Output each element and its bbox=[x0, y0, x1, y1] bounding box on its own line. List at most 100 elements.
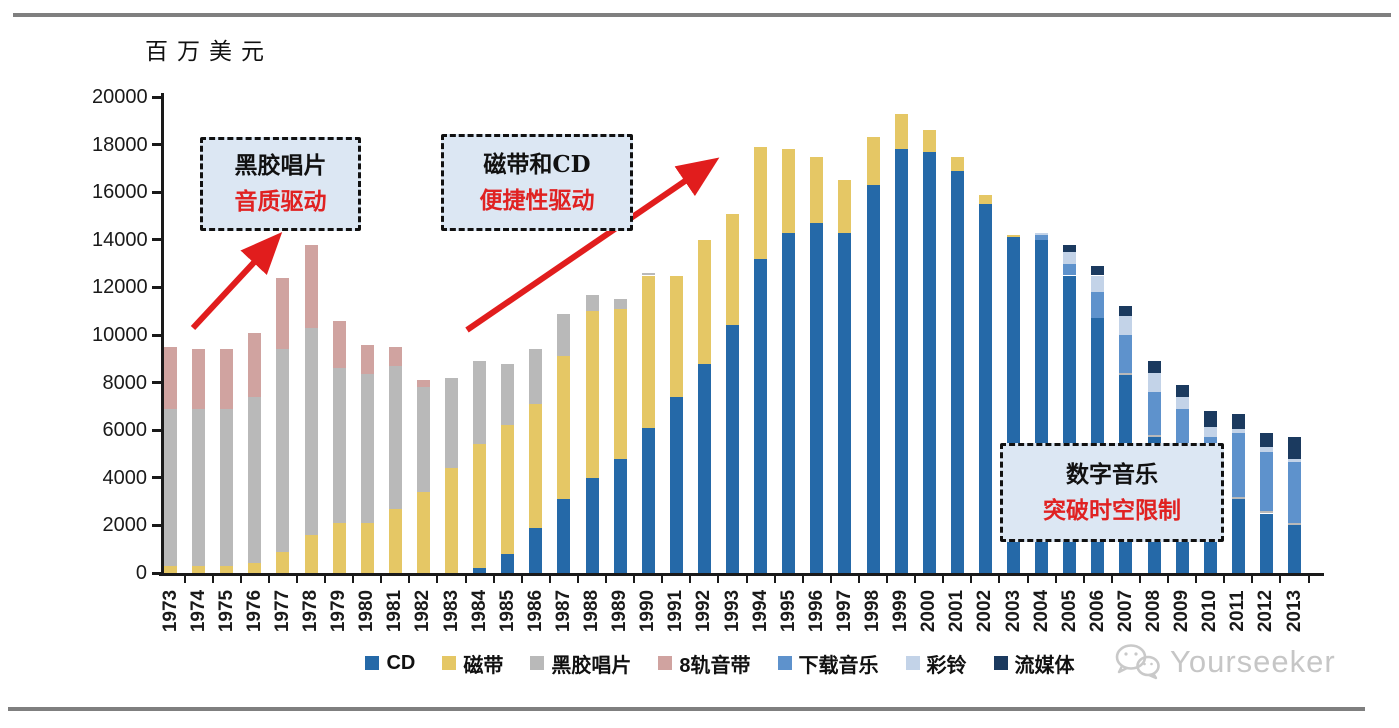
bar-segment-8轨音带 bbox=[304, 244, 318, 328]
x-tick bbox=[324, 576, 327, 583]
bar-segment-磁带 bbox=[445, 468, 458, 573]
bar-segment-磁带 bbox=[697, 239, 711, 364]
x-tick bbox=[661, 576, 664, 583]
bar-segment-磁带 bbox=[304, 534, 318, 573]
bar-segment-CD bbox=[810, 223, 824, 573]
x-tick bbox=[633, 576, 636, 583]
bar-segment-8轨音带 bbox=[164, 346, 177, 409]
bar-segment-CD bbox=[473, 568, 487, 573]
legend-swatch bbox=[530, 656, 545, 670]
bar-segment-彩铃 bbox=[1259, 446, 1273, 452]
x-tick bbox=[1054, 576, 1057, 583]
bar-segment-CD bbox=[978, 204, 992, 573]
bar-segment-磁带 bbox=[192, 565, 206, 573]
x-tick bbox=[295, 576, 298, 583]
bar-segment-CD bbox=[950, 170, 964, 573]
bar-segment-8轨音带 bbox=[416, 380, 430, 388]
bar-segment-CD bbox=[1288, 525, 1301, 573]
annotation-subtitle: 突破时空限制 bbox=[1043, 496, 1181, 524]
y-tick bbox=[152, 571, 161, 575]
x-tick bbox=[1307, 576, 1310, 583]
bar-segment-彩铃 bbox=[1063, 251, 1077, 264]
y-axis-unit-label: 百万美元 bbox=[145, 39, 273, 65]
bar-segment-磁带 bbox=[866, 137, 880, 186]
bar-segment-磁带 bbox=[360, 523, 374, 573]
legend-label: 黑胶唱片 bbox=[551, 654, 632, 677]
bar-segment-CD bbox=[585, 477, 599, 573]
bar-segment-黑胶唱片 bbox=[445, 377, 458, 469]
x-tick bbox=[1026, 576, 1029, 583]
bar-segment-流媒体 bbox=[1091, 265, 1105, 276]
y-tick bbox=[152, 285, 161, 289]
bar-segment-黑胶唱片 bbox=[585, 294, 599, 312]
bar-segment-磁带 bbox=[669, 275, 683, 397]
annotation-subtitle: 音质驱动 bbox=[234, 188, 327, 215]
legend-swatch bbox=[905, 656, 920, 670]
legend-label: 流媒体 bbox=[1014, 654, 1075, 677]
x-tick bbox=[1138, 576, 1141, 583]
bar-segment-磁带 bbox=[782, 149, 796, 233]
bar-segment-下载音乐 bbox=[1231, 432, 1245, 497]
bar-segment-下载音乐 bbox=[1147, 392, 1161, 435]
bar-segment-黑胶唱片 bbox=[416, 387, 430, 493]
y-tick-label: 4000 bbox=[102, 466, 148, 489]
legend-label: 下载音乐 bbox=[798, 654, 879, 677]
x-tick bbox=[605, 576, 608, 583]
annotation-box-digital: 数字音乐 突破时空限制 bbox=[1000, 443, 1224, 542]
legend-label: 磁带 bbox=[463, 654, 504, 677]
bar-segment-CD bbox=[501, 553, 515, 573]
annotation-title: 数字音乐 bbox=[1066, 460, 1158, 488]
x-tick bbox=[548, 576, 551, 583]
bar-segment-磁带 bbox=[276, 551, 290, 573]
legend-item: 流媒体 bbox=[993, 649, 1075, 678]
legend-item: 下载音乐 bbox=[777, 649, 879, 678]
bar-segment-黑胶唱片 bbox=[473, 361, 487, 445]
bar-segment-磁带 bbox=[585, 311, 599, 478]
y-tick bbox=[152, 523, 161, 527]
bar-segment-磁带 bbox=[978, 194, 992, 205]
bar-segment-磁带 bbox=[248, 563, 262, 573]
bar-segment-黑胶唱片 bbox=[557, 313, 571, 357]
legend-swatch bbox=[365, 656, 380, 670]
bar-segment-磁带 bbox=[529, 404, 543, 528]
bar-segment-磁带 bbox=[473, 444, 487, 569]
bar-segment-磁带 bbox=[950, 156, 964, 171]
bar-segment-磁带 bbox=[613, 308, 627, 459]
y-tick bbox=[152, 143, 161, 147]
bar-segment-黑胶唱片 bbox=[1288, 523, 1301, 526]
y-tick-label: 0 bbox=[135, 562, 147, 584]
bottom-divider bbox=[8, 707, 1365, 711]
legend-item: 8轨音带 bbox=[658, 649, 751, 678]
bar-segment-8轨音带 bbox=[332, 320, 346, 369]
bar-segment-流媒体 bbox=[1147, 361, 1161, 374]
x-tick bbox=[857, 576, 860, 583]
y-tick bbox=[152, 381, 161, 385]
bar-segment-黑胶唱片 bbox=[613, 299, 627, 309]
bar-segment-CD bbox=[557, 499, 571, 573]
bar-segment-磁带 bbox=[894, 113, 908, 150]
bar-segment-CD bbox=[866, 185, 880, 573]
bar-segment-磁带 bbox=[641, 275, 655, 428]
bar-segment-磁带 bbox=[164, 565, 177, 573]
x-tick bbox=[576, 576, 579, 583]
x-tick bbox=[464, 576, 467, 583]
bar-segment-黑胶唱片 bbox=[1231, 496, 1245, 500]
legend-item: 磁带 bbox=[442, 649, 503, 678]
x-tick bbox=[267, 576, 270, 583]
bar-segment-CD bbox=[697, 363, 711, 573]
legend-label: CD bbox=[386, 651, 416, 674]
y-tick-label: 2000 bbox=[102, 514, 148, 537]
x-tick bbox=[239, 576, 242, 583]
x-tick bbox=[745, 576, 748, 583]
x-tick bbox=[773, 576, 776, 583]
bar-segment-8轨音带 bbox=[248, 332, 262, 397]
annotation-box-cassette-cd: 磁带和CD 便捷性驱动 bbox=[441, 134, 633, 231]
y-tick-label: 16000 bbox=[92, 181, 148, 204]
x-tick bbox=[1279, 576, 1282, 583]
y-tick-label: 20000 bbox=[92, 86, 148, 108]
y-tick-label: 14000 bbox=[92, 228, 148, 251]
bar-segment-下载音乐 bbox=[1119, 335, 1133, 374]
bar-segment-黑胶唱片 bbox=[360, 374, 374, 524]
bar-segment-8轨音带 bbox=[388, 346, 402, 366]
bar-segment-流媒体 bbox=[1175, 384, 1189, 397]
